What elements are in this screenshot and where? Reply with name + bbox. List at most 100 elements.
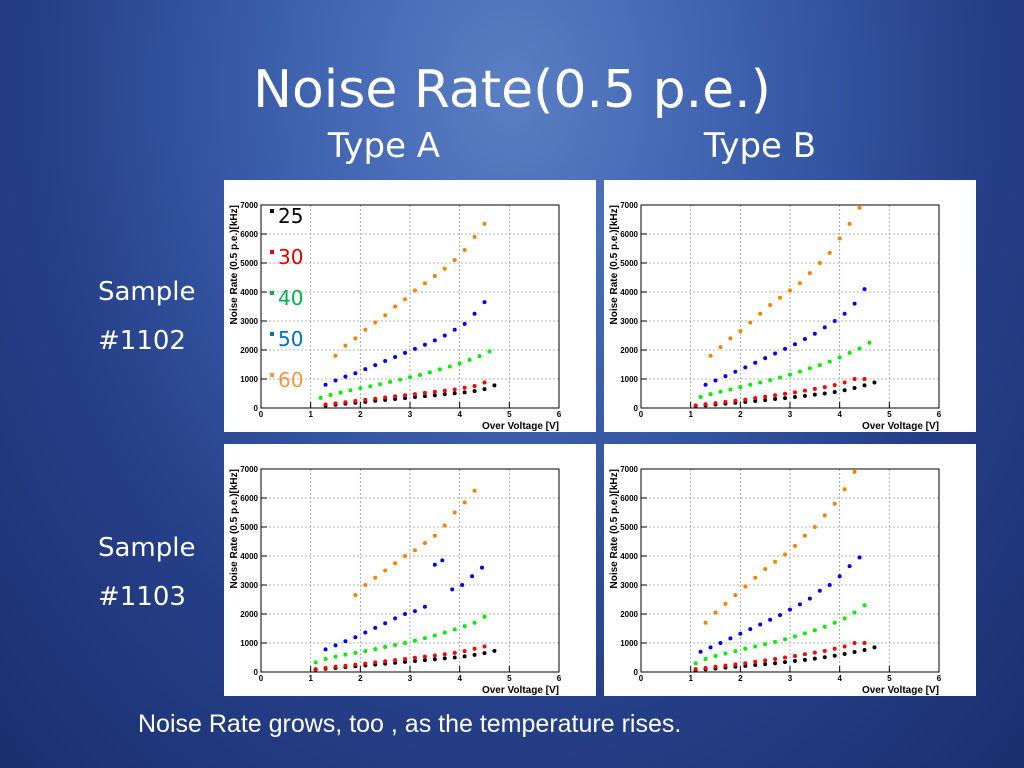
x-tick-label: 0 bbox=[259, 410, 264, 419]
data-point bbox=[353, 371, 358, 376]
data-point bbox=[733, 369, 738, 374]
data-point bbox=[442, 266, 447, 271]
data-point bbox=[753, 396, 758, 401]
data-point bbox=[713, 378, 718, 383]
data-point bbox=[343, 639, 348, 644]
data-point bbox=[832, 319, 837, 323]
data-point bbox=[852, 301, 857, 306]
data-point bbox=[807, 596, 812, 601]
legend-label: 60 bbox=[278, 368, 304, 392]
legend-item: 50 bbox=[270, 319, 326, 360]
legend-label: 25 bbox=[278, 204, 304, 228]
data-point bbox=[773, 559, 778, 564]
data-point bbox=[783, 391, 788, 396]
data-point bbox=[748, 320, 753, 325]
data-point bbox=[783, 346, 788, 351]
data-point bbox=[363, 661, 368, 666]
data-point bbox=[822, 624, 827, 629]
data-point bbox=[862, 287, 867, 292]
x-tick-label: 4 bbox=[457, 674, 462, 683]
data-point bbox=[753, 360, 758, 365]
data-point bbox=[333, 654, 338, 659]
data-point bbox=[693, 661, 698, 666]
data-point bbox=[452, 655, 457, 660]
data-point bbox=[822, 648, 827, 653]
data-point bbox=[832, 646, 837, 651]
chart-panel-type-a-sample-1103: 0 1 2 3 4 5 6 0 1000 2000 3000 4000 5000 6000 7000 Over… bbox=[224, 444, 596, 696]
data-point bbox=[432, 562, 437, 567]
data-point bbox=[768, 303, 773, 308]
data-point bbox=[748, 382, 753, 387]
data-point bbox=[733, 593, 738, 598]
data-point bbox=[467, 357, 472, 362]
data-point bbox=[738, 329, 743, 334]
data-point bbox=[867, 340, 872, 345]
y-tick-label: 4000 bbox=[620, 552, 638, 561]
x-tick-label: 1 bbox=[688, 410, 693, 419]
data-point bbox=[832, 501, 837, 506]
data-point bbox=[333, 664, 338, 669]
data-point bbox=[733, 649, 738, 654]
data-point bbox=[440, 558, 445, 563]
legend-label: 50 bbox=[278, 327, 304, 351]
chart-panel-type-b-sample-1102: 0 1 2 3 4 5 6 0 1000 2000 3000 4000 5000 6000 7000 Over… bbox=[604, 180, 976, 432]
x-tick-label: 6 bbox=[557, 674, 562, 683]
data-point bbox=[492, 383, 497, 388]
y-tick-label: 1000 bbox=[620, 375, 638, 384]
row-label-sample-1102: Sample #1102 bbox=[98, 268, 196, 366]
data-point bbox=[778, 613, 783, 618]
data-point bbox=[852, 385, 857, 390]
x-tick-label: 3 bbox=[408, 674, 413, 683]
y-tick-label: 4000 bbox=[620, 288, 638, 297]
x-axis-label: Over Voltage [V] bbox=[862, 685, 939, 696]
data-point bbox=[482, 644, 487, 649]
legend-item: 30 bbox=[270, 237, 326, 278]
data-point bbox=[778, 295, 783, 300]
data-point bbox=[457, 361, 462, 366]
data-point bbox=[323, 647, 328, 652]
data-point bbox=[832, 620, 837, 625]
data-point bbox=[738, 631, 743, 636]
data-point bbox=[363, 630, 368, 635]
data-point bbox=[758, 311, 763, 316]
data-point bbox=[713, 654, 718, 659]
data-point bbox=[373, 647, 378, 652]
data-point bbox=[807, 366, 812, 371]
scatter-plot: 0 1 2 3 4 5 6 0 1000 2000 3000 4000 5000 6000 7000 Over… bbox=[609, 465, 942, 696]
data-point bbox=[802, 336, 807, 341]
data-point bbox=[837, 355, 842, 360]
x-tick-label: 0 bbox=[639, 674, 644, 683]
data-point bbox=[412, 394, 417, 399]
data-point bbox=[773, 639, 778, 644]
x-tick-label: 2 bbox=[358, 674, 363, 683]
data-point bbox=[368, 384, 373, 389]
data-point bbox=[482, 221, 487, 226]
data-point bbox=[472, 488, 477, 493]
data-point bbox=[472, 652, 477, 657]
data-point bbox=[718, 641, 723, 645]
data-point bbox=[703, 402, 708, 407]
data-point bbox=[812, 331, 817, 336]
data-point bbox=[393, 658, 398, 663]
data-point bbox=[442, 388, 447, 393]
data-point bbox=[363, 397, 368, 402]
data-point bbox=[792, 634, 797, 639]
chart-panel-type-a-sample-1102: 0 1 2 3 4 5 6 0 1000 2000 3000 4000 5000 6000 7000 Over… bbox=[224, 180, 596, 432]
data-point bbox=[713, 401, 718, 406]
data-point bbox=[788, 288, 792, 293]
data-point bbox=[403, 350, 408, 355]
data-point bbox=[842, 388, 847, 393]
data-point bbox=[842, 380, 847, 385]
data-point bbox=[447, 364, 452, 369]
data-point bbox=[852, 469, 857, 474]
data-point bbox=[802, 652, 807, 657]
data-point bbox=[743, 397, 748, 402]
data-point bbox=[432, 389, 437, 394]
y-tick-label: 0 bbox=[254, 404, 259, 413]
y-tick-label: 6000 bbox=[240, 230, 258, 239]
data-point bbox=[422, 394, 427, 399]
x-tick-label: 0 bbox=[639, 410, 644, 419]
x-tick-label: 5 bbox=[507, 410, 512, 419]
legend-marker bbox=[270, 291, 274, 295]
data-point bbox=[832, 383, 837, 388]
